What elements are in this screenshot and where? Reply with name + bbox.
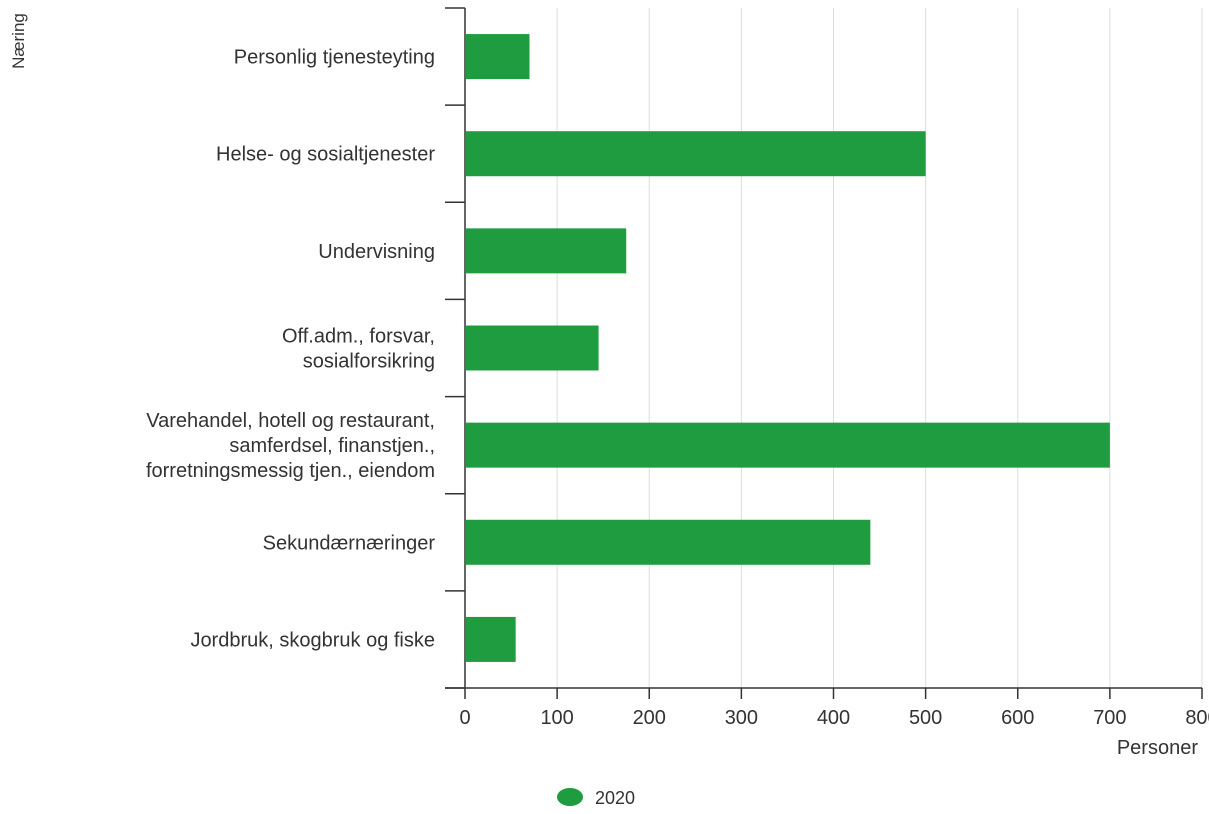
category-label: Varehandel, hotell og restaurant, samferd… [146, 410, 435, 482]
axis-layer: 0 100 200 300 400 500 600 700 800 [445, 7, 1209, 729]
bar [466, 131, 926, 177]
legend-label: 2020 [595, 788, 635, 808]
category-label: Personlig tjenesteyting [234, 47, 435, 69]
bar [466, 616, 516, 662]
grid-layer [556, 8, 1203, 688]
x-tick-label: 100 [540, 707, 573, 729]
bar [466, 325, 599, 371]
x-tick-label: 700 [1093, 707, 1126, 729]
bar [466, 422, 1110, 468]
category-label: Undervisning [318, 241, 435, 263]
x-tick-label: 300 [725, 707, 758, 729]
bar [466, 228, 627, 274]
x-tick-label: 400 [817, 707, 850, 729]
x-tick-label: 800 [1185, 707, 1209, 729]
x-tick-label: 200 [633, 707, 666, 729]
x-tick-label: 0 [459, 707, 470, 729]
category-label: Sekundærnæringer [263, 532, 436, 554]
x-axis-title: Personer [1117, 737, 1198, 759]
legend-marker [557, 788, 583, 806]
legend: 2020 [557, 788, 635, 808]
x-tick-label: 500 [909, 707, 942, 729]
y-axis-title: Næring [9, 13, 28, 69]
category-label: Helse- og sosialtjenester [216, 144, 435, 166]
category-label: Off.adm., forsvar, sosialforsikring [282, 326, 435, 373]
bar [466, 519, 871, 565]
bar-layer [466, 34, 1110, 662]
category-label: Jordbruk, skogbruk og fiske [190, 629, 435, 651]
bar [466, 34, 530, 80]
x-tick-label: 600 [1001, 707, 1034, 729]
label-layer: Personlig tjenesteyting Helse- og sosialt… [9, 13, 1198, 759]
